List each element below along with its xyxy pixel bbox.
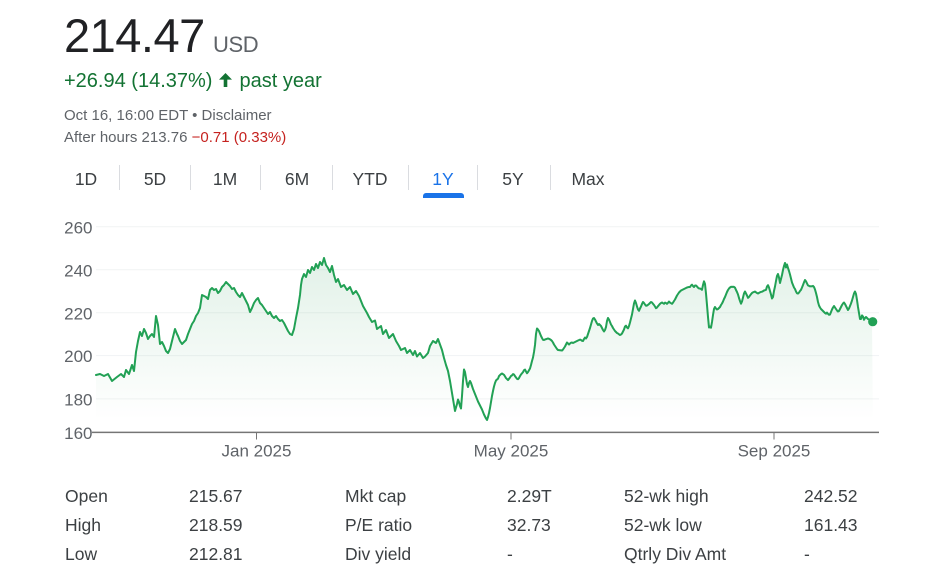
svg-text:260: 260	[64, 218, 92, 237]
svg-text:Jan 2025: Jan 2025	[222, 442, 292, 461]
svg-text:200: 200	[64, 347, 92, 366]
svg-text:180: 180	[64, 391, 92, 410]
svg-text:220: 220	[64, 304, 92, 323]
svg-text:May 2025: May 2025	[474, 442, 549, 461]
svg-text:Sep 2025: Sep 2025	[738, 442, 811, 461]
svg-text:240: 240	[64, 261, 92, 280]
svg-text:160: 160	[64, 424, 92, 443]
